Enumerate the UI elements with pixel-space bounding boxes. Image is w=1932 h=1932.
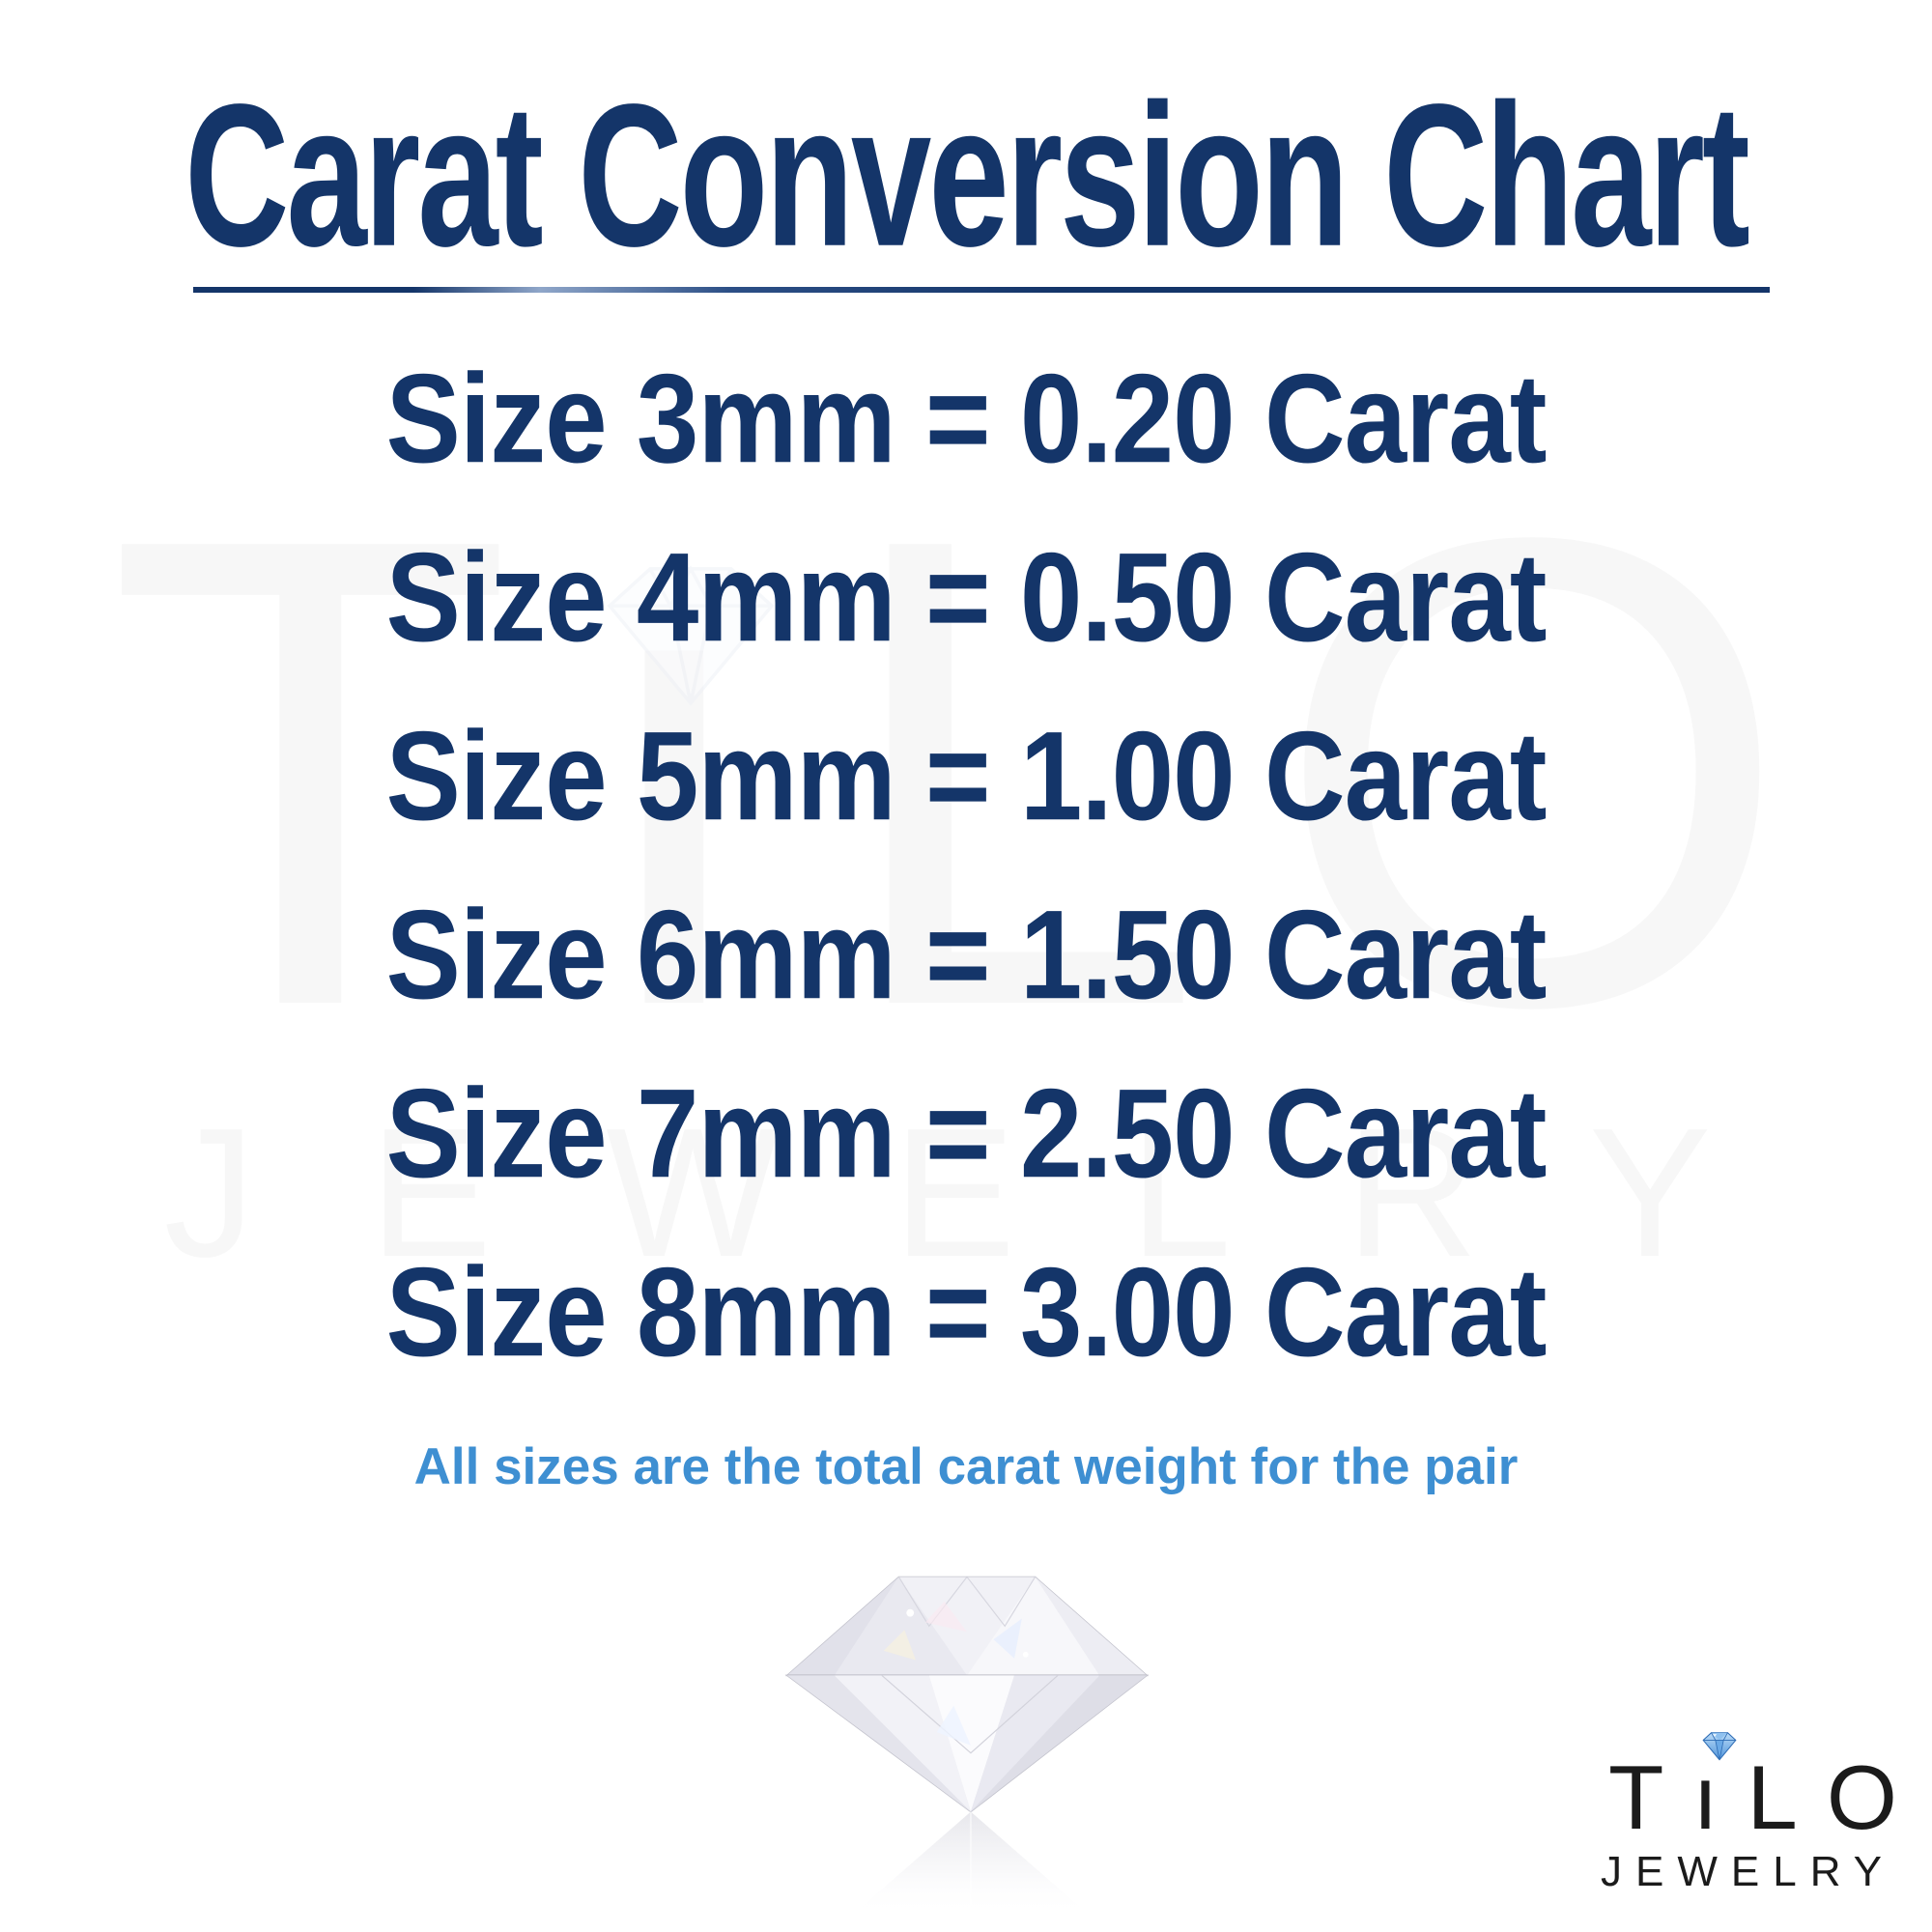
brand-letter-t: T <box>1608 1747 1693 1848</box>
brand-wordmark: T ıLO <box>1608 1732 1897 1843</box>
pair-weight-note: All sizes are the total carat weight for… <box>413 1438 1519 1495</box>
brand-logo: T ıLO JEWELRY <box>1594 1732 1897 1895</box>
brand-letters-lo: LO <box>1747 1747 1926 1848</box>
conversion-table: Size 3mm = 0.20 Carat Size 4mm = 0.50 Ca… <box>0 328 1932 1401</box>
brand-jewelry-text: JEWELRY <box>1601 1848 1896 1895</box>
conversion-row-3mm: Size 3mm = 0.20 Carat <box>385 347 1548 489</box>
conversion-row-8mm: Size 8mm = 3.00 Carat <box>385 1240 1548 1382</box>
title-underline <box>193 287 1770 293</box>
watermark-diamond-icon <box>607 565 775 706</box>
chart-title: Carat Conversion Chart <box>185 61 1750 289</box>
diamond-photo <box>784 1576 1150 1917</box>
conversion-row-5mm: Size 5mm = 1.00 Carat <box>385 704 1548 846</box>
watermark-wordmark: TıLO <box>106 400 1860 1145</box>
conversion-row-4mm: Size 4mm = 0.50 Carat <box>385 526 1548 668</box>
watermark-jewelry-text: JEWELRY <box>163 1091 1826 1295</box>
conversion-row-6mm: Size 6mm = 1.50 Carat <box>385 883 1548 1025</box>
diamond-icon <box>1702 1732 1738 1761</box>
conversion-row-7mm: Size 7mm = 2.50 Carat <box>385 1062 1548 1204</box>
brand-letter-i: ı <box>1692 1732 1747 1843</box>
